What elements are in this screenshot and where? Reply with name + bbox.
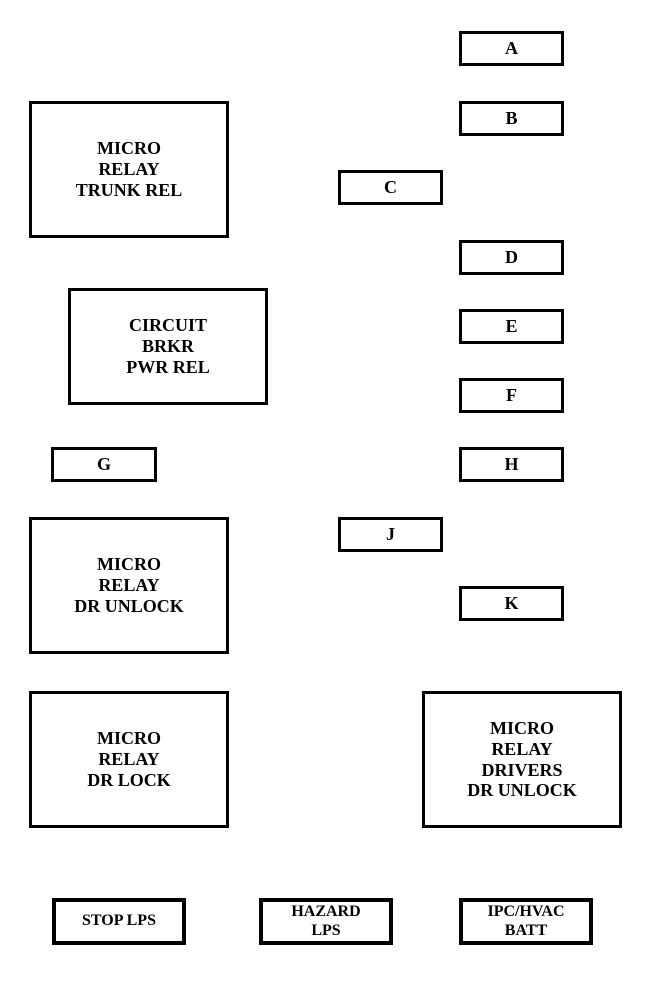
box-k: K (459, 586, 564, 621)
box-d: D (459, 240, 564, 275)
box-trunk-rel: MICRO RELAY TRUNK REL (29, 101, 229, 238)
box-f: F (459, 378, 564, 413)
box-ipc-hvac: IPC/HVAC BATT (459, 898, 593, 945)
box-drivers-dr-unlock: MICRO RELAY DRIVERS DR UNLOCK (422, 691, 622, 828)
box-c: C (338, 170, 443, 205)
box-j: J (338, 517, 443, 552)
box-h: H (459, 447, 564, 482)
box-e: E (459, 309, 564, 344)
box-circuit-brkr: CIRCUIT BRKR PWR REL (68, 288, 268, 405)
box-stop-lps: STOP LPS (52, 898, 186, 945)
box-dr-lock: MICRO RELAY DR LOCK (29, 691, 229, 828)
box-dr-unlock: MICRO RELAY DR UNLOCK (29, 517, 229, 654)
box-b: B (459, 101, 564, 136)
fuse-diagram: MICRO RELAY TRUNK REL CIRCUIT BRKR PWR RE… (0, 0, 651, 995)
box-g: G (51, 447, 157, 482)
box-hazard-lps: HAZARD LPS (259, 898, 393, 945)
box-a: A (459, 31, 564, 66)
